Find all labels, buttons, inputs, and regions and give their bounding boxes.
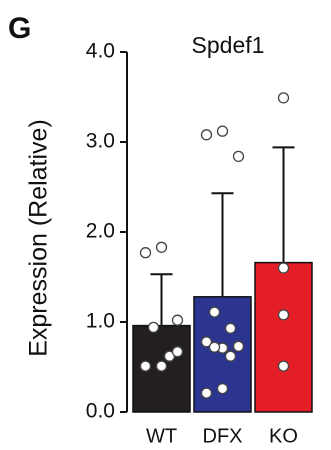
data-point — [208, 341, 221, 353]
data-point — [200, 387, 213, 399]
y-tick-label: 3.0 — [86, 130, 115, 153]
data-point — [277, 360, 290, 372]
data-point — [200, 129, 213, 141]
data-point — [208, 306, 221, 318]
data-point — [232, 340, 245, 352]
y-tick-label: 4.0 — [86, 40, 115, 63]
data-point — [216, 125, 229, 137]
data-point — [139, 247, 152, 259]
data-point — [277, 262, 290, 274]
data-point — [224, 322, 237, 334]
bar — [254, 261, 313, 413]
data-point — [224, 350, 237, 362]
data-point — [171, 346, 184, 358]
chart-title: Spdef1 — [192, 32, 265, 58]
data-point — [277, 92, 290, 104]
x-tick-label: WT — [146, 425, 177, 447]
x-tick-label: DFX — [203, 425, 243, 447]
y-tick-label: 1.0 — [86, 310, 115, 333]
y-axis-label: Expression (Relative) — [25, 119, 53, 357]
data-point — [232, 150, 245, 163]
y-tick-label: 2.0 — [86, 220, 115, 243]
data-point — [155, 360, 168, 372]
data-point — [200, 336, 213, 348]
data-point — [216, 382, 229, 395]
data-point — [155, 241, 168, 253]
panel-label: G — [8, 12, 31, 45]
data-point — [171, 314, 184, 326]
data-point — [139, 360, 152, 372]
x-tick-label: KO — [269, 425, 298, 447]
data-point — [277, 309, 290, 321]
y-tick-label: 0.0 — [86, 400, 115, 423]
data-point — [147, 321, 160, 334]
